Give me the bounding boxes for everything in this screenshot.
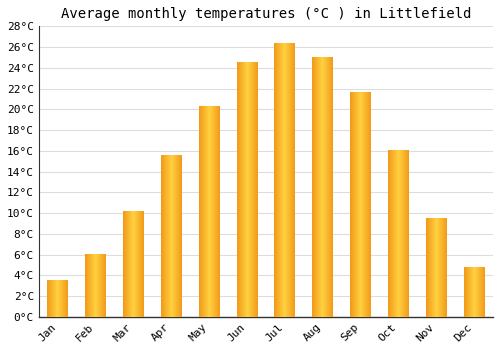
Bar xyxy=(198,106,220,317)
Bar xyxy=(350,93,371,317)
Bar xyxy=(464,267,484,317)
Bar xyxy=(274,43,295,317)
Bar xyxy=(85,254,106,317)
Bar xyxy=(312,57,333,317)
Bar xyxy=(236,63,258,317)
Bar xyxy=(48,280,68,317)
Title: Average monthly temperatures (°C ) in Littlefield: Average monthly temperatures (°C ) in Li… xyxy=(60,7,471,21)
Bar xyxy=(388,151,409,317)
Bar xyxy=(161,155,182,317)
Bar xyxy=(123,211,144,317)
Bar xyxy=(426,218,446,317)
